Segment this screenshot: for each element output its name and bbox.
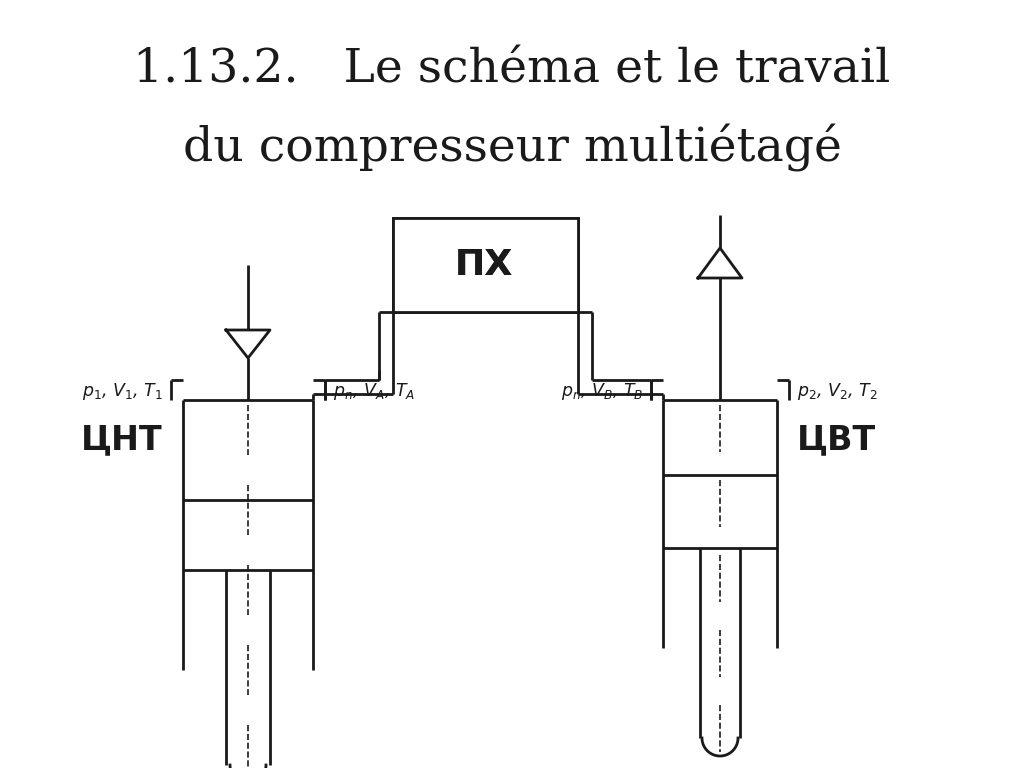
Text: ЦВТ: ЦВТ — [797, 423, 877, 456]
Text: ПХ: ПХ — [455, 248, 513, 282]
Text: 1.13.2.   Le schéma et le travail: 1.13.2. Le schéma et le travail — [133, 48, 891, 93]
Text: ПХ: ПХ — [455, 248, 513, 282]
Text: $p_2$, $V_2$, $T_2$: $p_2$, $V_2$, $T_2$ — [797, 382, 878, 402]
Bar — [393, 218, 578, 312]
Bar — [393, 218, 578, 312]
Text: $p_n$, $V_A$, $T_A$: $p_n$, $V_A$, $T_A$ — [333, 382, 415, 402]
Text: ЦНТ: ЦНТ — [81, 423, 163, 456]
Text: $p_1$, $V_1$, $T_1$: $p_1$, $V_1$, $T_1$ — [82, 382, 163, 402]
Text: $p_n$, $V_B$, $T_B$: $p_n$, $V_B$, $T_B$ — [561, 382, 643, 402]
Text: du compresseur multiétagé: du compresseur multiétagé — [182, 124, 842, 172]
